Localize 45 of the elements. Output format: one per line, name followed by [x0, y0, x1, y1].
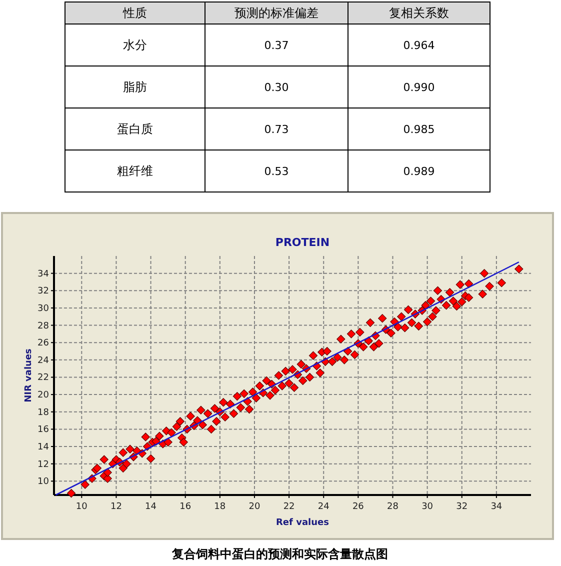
text: 复合饲料中蛋白的预测和实际含量散点图 [171, 547, 388, 561]
x-tick-label: 30 [422, 502, 434, 512]
data-label: 0.989 [403, 165, 435, 178]
y-tick-label: 22 [38, 373, 49, 384]
category-label: 脂肪 [123, 80, 147, 94]
y-axis-title: NIR values [24, 348, 34, 402]
x-tick-label: 24 [318, 502, 330, 512]
x-tick-label: 20 [248, 502, 260, 512]
y-tick-label: 10 [38, 477, 50, 488]
category-label: 水分 [123, 38, 147, 52]
data-label: 0.73 [264, 123, 289, 136]
data-label: 0.37 [264, 39, 289, 52]
x-tick-label: 34 [490, 502, 502, 512]
y-tick-label: 34 [38, 269, 50, 280]
x-tick-label: 32 [456, 502, 468, 512]
x-tick-label: 12 [110, 502, 122, 512]
y-tick-label: 16 [38, 425, 50, 436]
y-tick-label: 28 [38, 321, 50, 332]
data-label: 0.964 [403, 39, 435, 52]
y-tick-label: 20 [38, 390, 50, 401]
y-tick-label: 26 [38, 338, 50, 349]
x-tick-label: 10 [76, 502, 88, 512]
y-tick-label: 24 [38, 356, 50, 366]
text: 性质 [122, 6, 147, 20]
data-label: 0.53 [264, 165, 289, 178]
text: 复相关系数 [389, 6, 449, 20]
x-tick-label: 14 [145, 502, 157, 512]
data-label: 0.990 [403, 81, 435, 94]
x-tick-label: 18 [214, 502, 226, 512]
y-tick-label: 12 [38, 460, 49, 470]
x-tick-label: 22 [283, 502, 295, 512]
category-label: 粗纤维 [117, 164, 153, 178]
y-tick-label: 18 [38, 408, 50, 418]
y-tick-label: 14 [38, 442, 50, 453]
y-tick-label: 30 [38, 304, 50, 314]
data-label: 0.30 [264, 81, 289, 94]
chart-title: PROTEIN [275, 236, 330, 249]
x-tick-label: 26 [352, 502, 364, 512]
text: 预测的标准偏差 [234, 6, 318, 20]
x-tick-label: 28 [387, 502, 399, 512]
data-label: 0.985 [403, 123, 435, 136]
x-axis-title: Ref values [276, 518, 329, 528]
x-tick-label: 16 [180, 502, 192, 512]
y-tick-label: 32 [38, 286, 49, 297]
category-label: 蛋白质 [117, 122, 153, 136]
